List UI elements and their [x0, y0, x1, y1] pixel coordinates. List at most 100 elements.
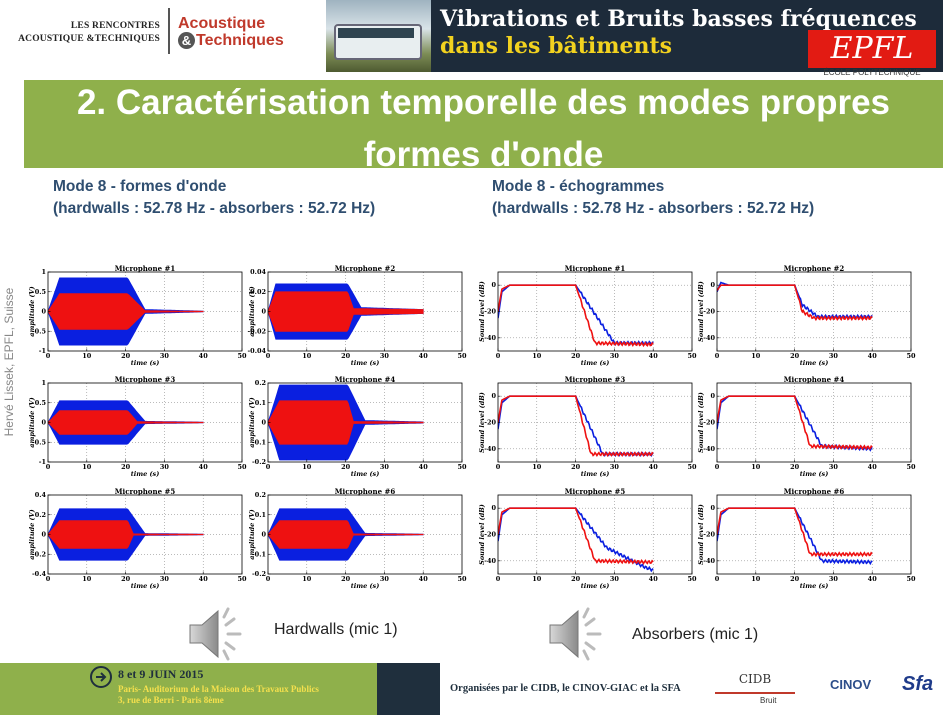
x-tick-label: 0	[46, 463, 51, 471]
x-axis-label: time (s)	[131, 359, 160, 367]
series-absorbers-envelope	[268, 400, 424, 445]
epfl-subtitle: ÉCOLE POLYTECHNIQUE	[823, 68, 921, 77]
y-tick-label: -0.1	[252, 550, 266, 558]
brand-separator	[168, 8, 170, 54]
plot-title: Microphone #2	[335, 264, 396, 273]
x-tick-label: 50	[687, 463, 697, 471]
footer-dark-block	[377, 663, 440, 715]
y-tick-label: 1	[41, 268, 46, 276]
y-tick-label: 0	[41, 419, 46, 427]
x-tick-label: 10	[532, 352, 542, 360]
x-tick-label: 10	[751, 463, 761, 471]
slide-title-line1: 2. Caractérisation temporelle des modes …	[76, 83, 891, 122]
series-absorbers-envelope	[48, 293, 204, 330]
plot-title: Microphone #1	[565, 264, 626, 273]
y-tick-label: -0.04	[247, 347, 266, 355]
left-heading-line1: Mode 8 - formes d'onde	[53, 178, 227, 195]
x-tick-label: 20	[121, 352, 131, 360]
y-tick-label: -0.5	[32, 327, 46, 335]
x-tick-label: 50	[687, 352, 697, 360]
y-tick-label: 0.2	[255, 491, 266, 499]
x-tick-label: 30	[160, 575, 170, 583]
x-tick-label: 20	[571, 352, 581, 360]
series-absorbers-line	[717, 284, 873, 322]
x-tick-label: 0	[266, 463, 271, 471]
banner-title-line1: Vibrations et Bruits basses fréquences	[440, 6, 917, 32]
x-tick-label: 0	[46, 575, 51, 583]
x-axis-label: time (s)	[581, 582, 610, 590]
x-tick-label: 10	[751, 352, 761, 360]
y-tick-label: -0.2	[252, 458, 266, 466]
y-tick-label: 0	[491, 504, 496, 512]
y-tick-label: 0	[261, 531, 266, 539]
x-axis-label: time (s)	[131, 470, 160, 478]
y-tick-label: -40	[703, 334, 715, 342]
echogram-plot-mic1: Microphone #1 0 10 20 30 40 50 -40 -20 0 time (s) S…	[478, 264, 697, 369]
plot-title: Microphone #5	[565, 487, 626, 496]
x-axis-label: time (s)	[581, 470, 610, 478]
x-tick-label: 10	[302, 463, 312, 471]
brand-line2: Techniques	[196, 32, 284, 49]
x-tick-label: 50	[457, 575, 467, 583]
y-tick-label: -20	[703, 419, 715, 427]
x-tick-label: 30	[160, 352, 170, 360]
plot-frame	[716, 494, 912, 575]
y-tick-label: 0	[261, 419, 266, 427]
plot-title: Microphone #5	[115, 487, 176, 496]
x-tick-label: 30	[610, 352, 620, 360]
x-tick-label: 20	[790, 352, 800, 360]
cidb-logo: CIDB	[738, 672, 772, 686]
x-axis-label: time (s)	[581, 359, 610, 367]
x-tick-label: 0	[496, 575, 501, 583]
x-tick-label: 50	[906, 575, 916, 583]
waveform-plot-mic2: Microphone #2 0 10 20 30 40 50 -0.04 -0.02 0 0.02 0…	[247, 264, 467, 369]
y-tick-label: -40	[484, 445, 496, 453]
sfa-logo: Sfa	[902, 673, 934, 695]
series-absorbers-line	[717, 395, 873, 451]
speaker-icon[interactable]	[544, 603, 614, 670]
y-tick-label: 0	[41, 308, 46, 316]
x-tick-label: 30	[829, 575, 839, 583]
cidb-logo-line	[715, 692, 795, 694]
x-tick-label: 0	[46, 352, 51, 360]
x-tick-label: 10	[302, 352, 312, 360]
footer-date: 8 et 9 JUIN 2015	[118, 667, 204, 681]
x-tick-label: 40	[199, 575, 209, 583]
x-tick-label: 50	[687, 575, 697, 583]
x-tick-label: 40	[649, 463, 659, 471]
y-tick-label: -20	[484, 531, 496, 539]
header-left	[0, 0, 322, 74]
x-axis-label: time (s)	[351, 470, 380, 478]
x-tick-label: 50	[906, 352, 916, 360]
y-tick-label: 0.5	[35, 399, 47, 407]
plot-title: Microphone #4	[335, 375, 396, 384]
x-tick-label: 10	[751, 575, 761, 583]
x-tick-label: 10	[532, 463, 542, 471]
y-tick-label: -1	[39, 347, 46, 355]
x-tick-label: 0	[266, 575, 271, 583]
y-tick-label: 0.1	[255, 511, 266, 519]
hardwalls-caption: Hardwalls (mic 1)	[274, 621, 398, 638]
y-axis-label: amplitude (V)	[28, 286, 36, 336]
footer-organisers: Organisées par le CIDB, le CINOV-GIAC et…	[450, 683, 681, 694]
x-tick-label: 30	[380, 352, 390, 360]
waveform-plot-mic6: Microphone #6 0 10 20 30 40 50 -0.2 -0.1 0 0.1 0.2 t…	[248, 487, 467, 592]
y-axis-label: Sound level (dB)	[697, 392, 705, 453]
y-axis-label: Sound level (dB)	[697, 281, 705, 342]
series-absorbers-line	[498, 395, 654, 458]
plot-title: Microphone #3	[565, 375, 626, 384]
y-tick-label: 0.1	[255, 399, 266, 407]
y-tick-label: 0	[710, 504, 715, 512]
series-absorbers-envelope	[268, 520, 424, 549]
y-axis-label: Sound level (dB)	[478, 392, 486, 453]
y-tick-label: -40	[484, 334, 496, 342]
x-tick-label: 0	[715, 352, 720, 360]
echogram-plot-mic4: Microphone #4 0 10 20 30 40 50 -40 -20 0 time (s) S…	[697, 375, 916, 480]
footer-place: Paris- Auditorium de la Maison des Trava…	[118, 684, 319, 706]
x-tick-label: 20	[121, 463, 131, 471]
series-absorbers-envelope	[48, 520, 204, 549]
x-axis-label: time (s)	[131, 582, 160, 590]
x-tick-label: 0	[266, 352, 271, 360]
speaker-icon[interactable]	[184, 603, 254, 670]
series-absorbers-envelope	[268, 291, 424, 332]
